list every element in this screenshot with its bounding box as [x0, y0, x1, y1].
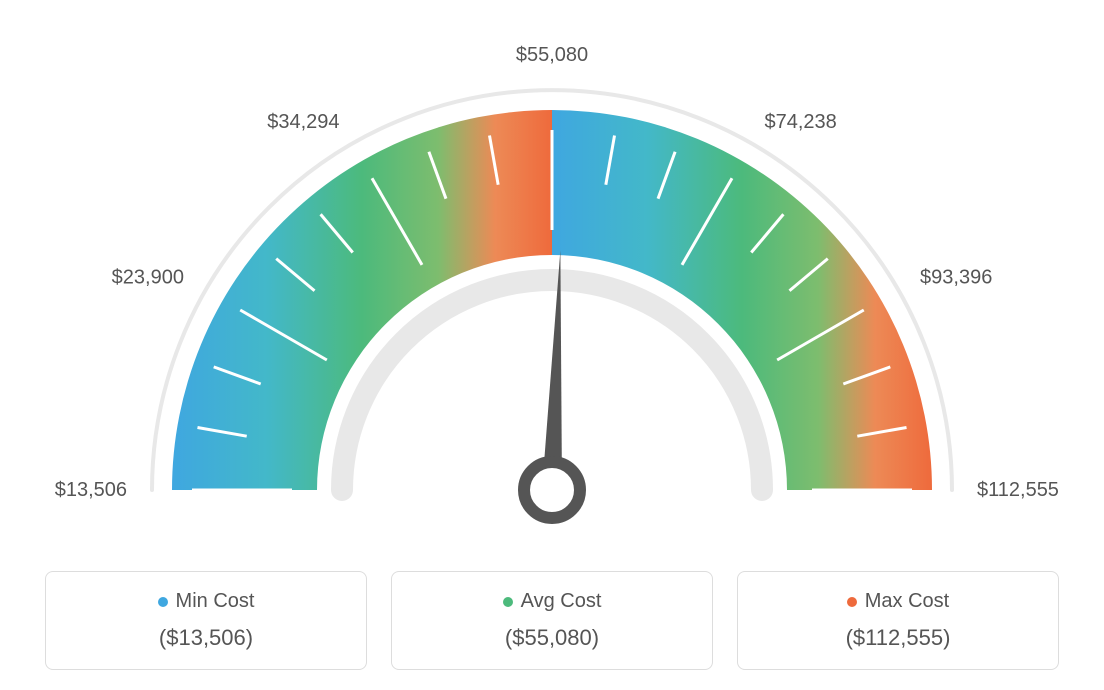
- legend-title-max: Max Cost: [748, 590, 1048, 613]
- svg-text:$23,900: $23,900: [112, 267, 184, 289]
- legend-value-min: ($13,506): [56, 625, 356, 651]
- legend-row: Min Cost ($13,506) Avg Cost ($55,080) Ma…: [45, 571, 1059, 670]
- legend-title-avg: Avg Cost: [402, 590, 702, 613]
- svg-text:$34,294: $34,294: [267, 111, 339, 133]
- svg-text:$93,396: $93,396: [920, 267, 992, 289]
- legend-card-min: Min Cost ($13,506): [45, 571, 367, 670]
- gauge-chart: $13,506 $23,900 $34,294 $55,080 $74,238 $93,3…: [0, 0, 1104, 540]
- cost-gauge-container: $13,506 $23,900 $34,294 $55,080 $74,238 $93,3…: [0, 0, 1104, 690]
- legend-label-max: Max Cost: [865, 590, 949, 613]
- svg-text:$13,506: $13,506: [55, 479, 127, 501]
- legend-card-avg: Avg Cost ($55,080): [391, 571, 713, 670]
- svg-text:$74,238: $74,238: [765, 111, 837, 133]
- legend-label-avg: Avg Cost: [521, 590, 602, 613]
- svg-text:$55,080: $55,080: [516, 44, 588, 66]
- dot-icon: [503, 597, 513, 607]
- legend-card-max: Max Cost ($112,555): [737, 571, 1059, 670]
- legend-value-avg: ($55,080): [402, 625, 702, 651]
- legend-title-min: Min Cost: [56, 590, 356, 613]
- gauge-svg: $13,506 $23,900 $34,294 $55,080 $74,238 $93,3…: [0, 0, 1104, 540]
- dot-icon: [158, 597, 168, 607]
- dot-icon: [847, 597, 857, 607]
- legend-label-min: Min Cost: [176, 590, 255, 613]
- svg-text:$112,555: $112,555: [977, 479, 1059, 501]
- legend-value-max: ($112,555): [748, 625, 1048, 651]
